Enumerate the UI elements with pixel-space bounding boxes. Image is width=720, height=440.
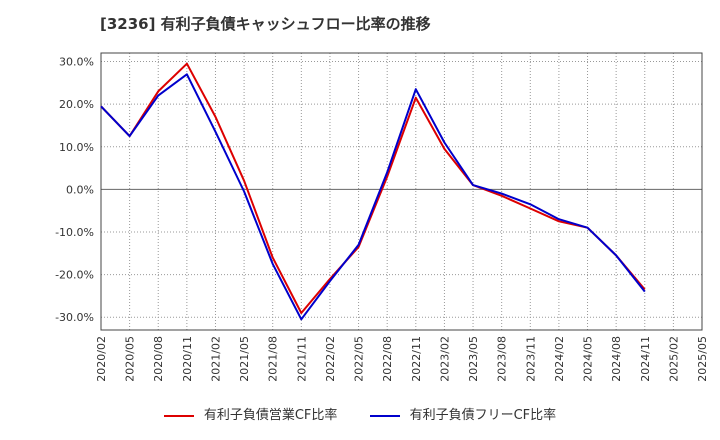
x-tick-label: 2023/08	[496, 336, 509, 382]
x-tick-label: 2020/05	[124, 336, 137, 382]
grid-lines	[100, 53, 703, 330]
x-tick-label: 2020/08	[152, 336, 165, 382]
x-tick-label: 2021/02	[209, 336, 222, 382]
x-tick-label: 2020/11	[181, 336, 194, 382]
x-tick-label: 2024/02	[553, 336, 566, 382]
x-tick-label: 2021/05	[238, 336, 251, 382]
x-tick-label: 2023/02	[438, 336, 451, 382]
x-tick-label: 2023/11	[524, 336, 537, 382]
legend-label-free-cf: 有利子負債フリーCF比率	[409, 408, 557, 423]
x-tick-label: 2022/02	[324, 336, 337, 382]
x-tick-label: 2023/05	[467, 336, 480, 382]
x-tick-label: 2021/11	[295, 336, 308, 382]
x-tick-label: 2022/08	[381, 336, 394, 382]
y-tick-label: 10.0%	[59, 141, 94, 154]
x-tick-label: 2020/02	[95, 336, 108, 382]
x-tick-label: 2021/08	[267, 336, 280, 382]
line-chart: 30.0% 20.0% 10.0% 0.0% -10.0% -20.0% -30.0% 20…	[55, 52, 709, 382]
y-tick-label: -20.0%	[55, 269, 94, 282]
chart-title: [3236] 有利子負債キャッシュフロー比率の推移	[100, 15, 431, 33]
y-tick-label: -10.0%	[55, 226, 94, 239]
y-axis-tick-labels: 30.0% 20.0% 10.0% 0.0% -10.0% -20.0% -30.0%	[55, 56, 94, 325]
x-tick-label: 2024/05	[582, 336, 595, 382]
y-tick-label: 20.0%	[59, 98, 94, 111]
legend-swatch-red	[163, 414, 194, 417]
x-tick-label: 2024/08	[610, 336, 623, 382]
x-tick-label: 2024/11	[639, 336, 652, 382]
x-tick-label: 2022/05	[353, 336, 366, 382]
series-lines	[100, 62, 646, 321]
series-line-0	[100, 62, 646, 314]
legend-swatch-blue	[369, 414, 400, 417]
x-tick-label: 2025/02	[667, 336, 680, 382]
x-axis-tick-labels: 2020/02 2020/05 2020/08 2020/11 2021/02 2021/…	[95, 336, 709, 382]
legend: 有利子負債営業CF比率 有利子負債フリーCF比率	[0, 404, 720, 423]
y-tick-label: 0.0%	[66, 183, 94, 196]
x-tick-label: 2025/05	[696, 336, 709, 382]
legend-item-operating-cf: 有利子負債営業CF比率	[163, 404, 338, 423]
legend-label-operating-cf: 有利子負債営業CF比率	[203, 408, 338, 423]
y-tick-label: 30.0%	[59, 56, 94, 69]
plot-area-border	[100, 52, 703, 331]
x-tick-label: 2022/11	[410, 336, 423, 382]
y-tick-label: -30.0%	[55, 311, 94, 324]
legend-item-free-cf: 有利子負債フリーCF比率	[369, 404, 557, 423]
series-line-1	[100, 73, 646, 321]
